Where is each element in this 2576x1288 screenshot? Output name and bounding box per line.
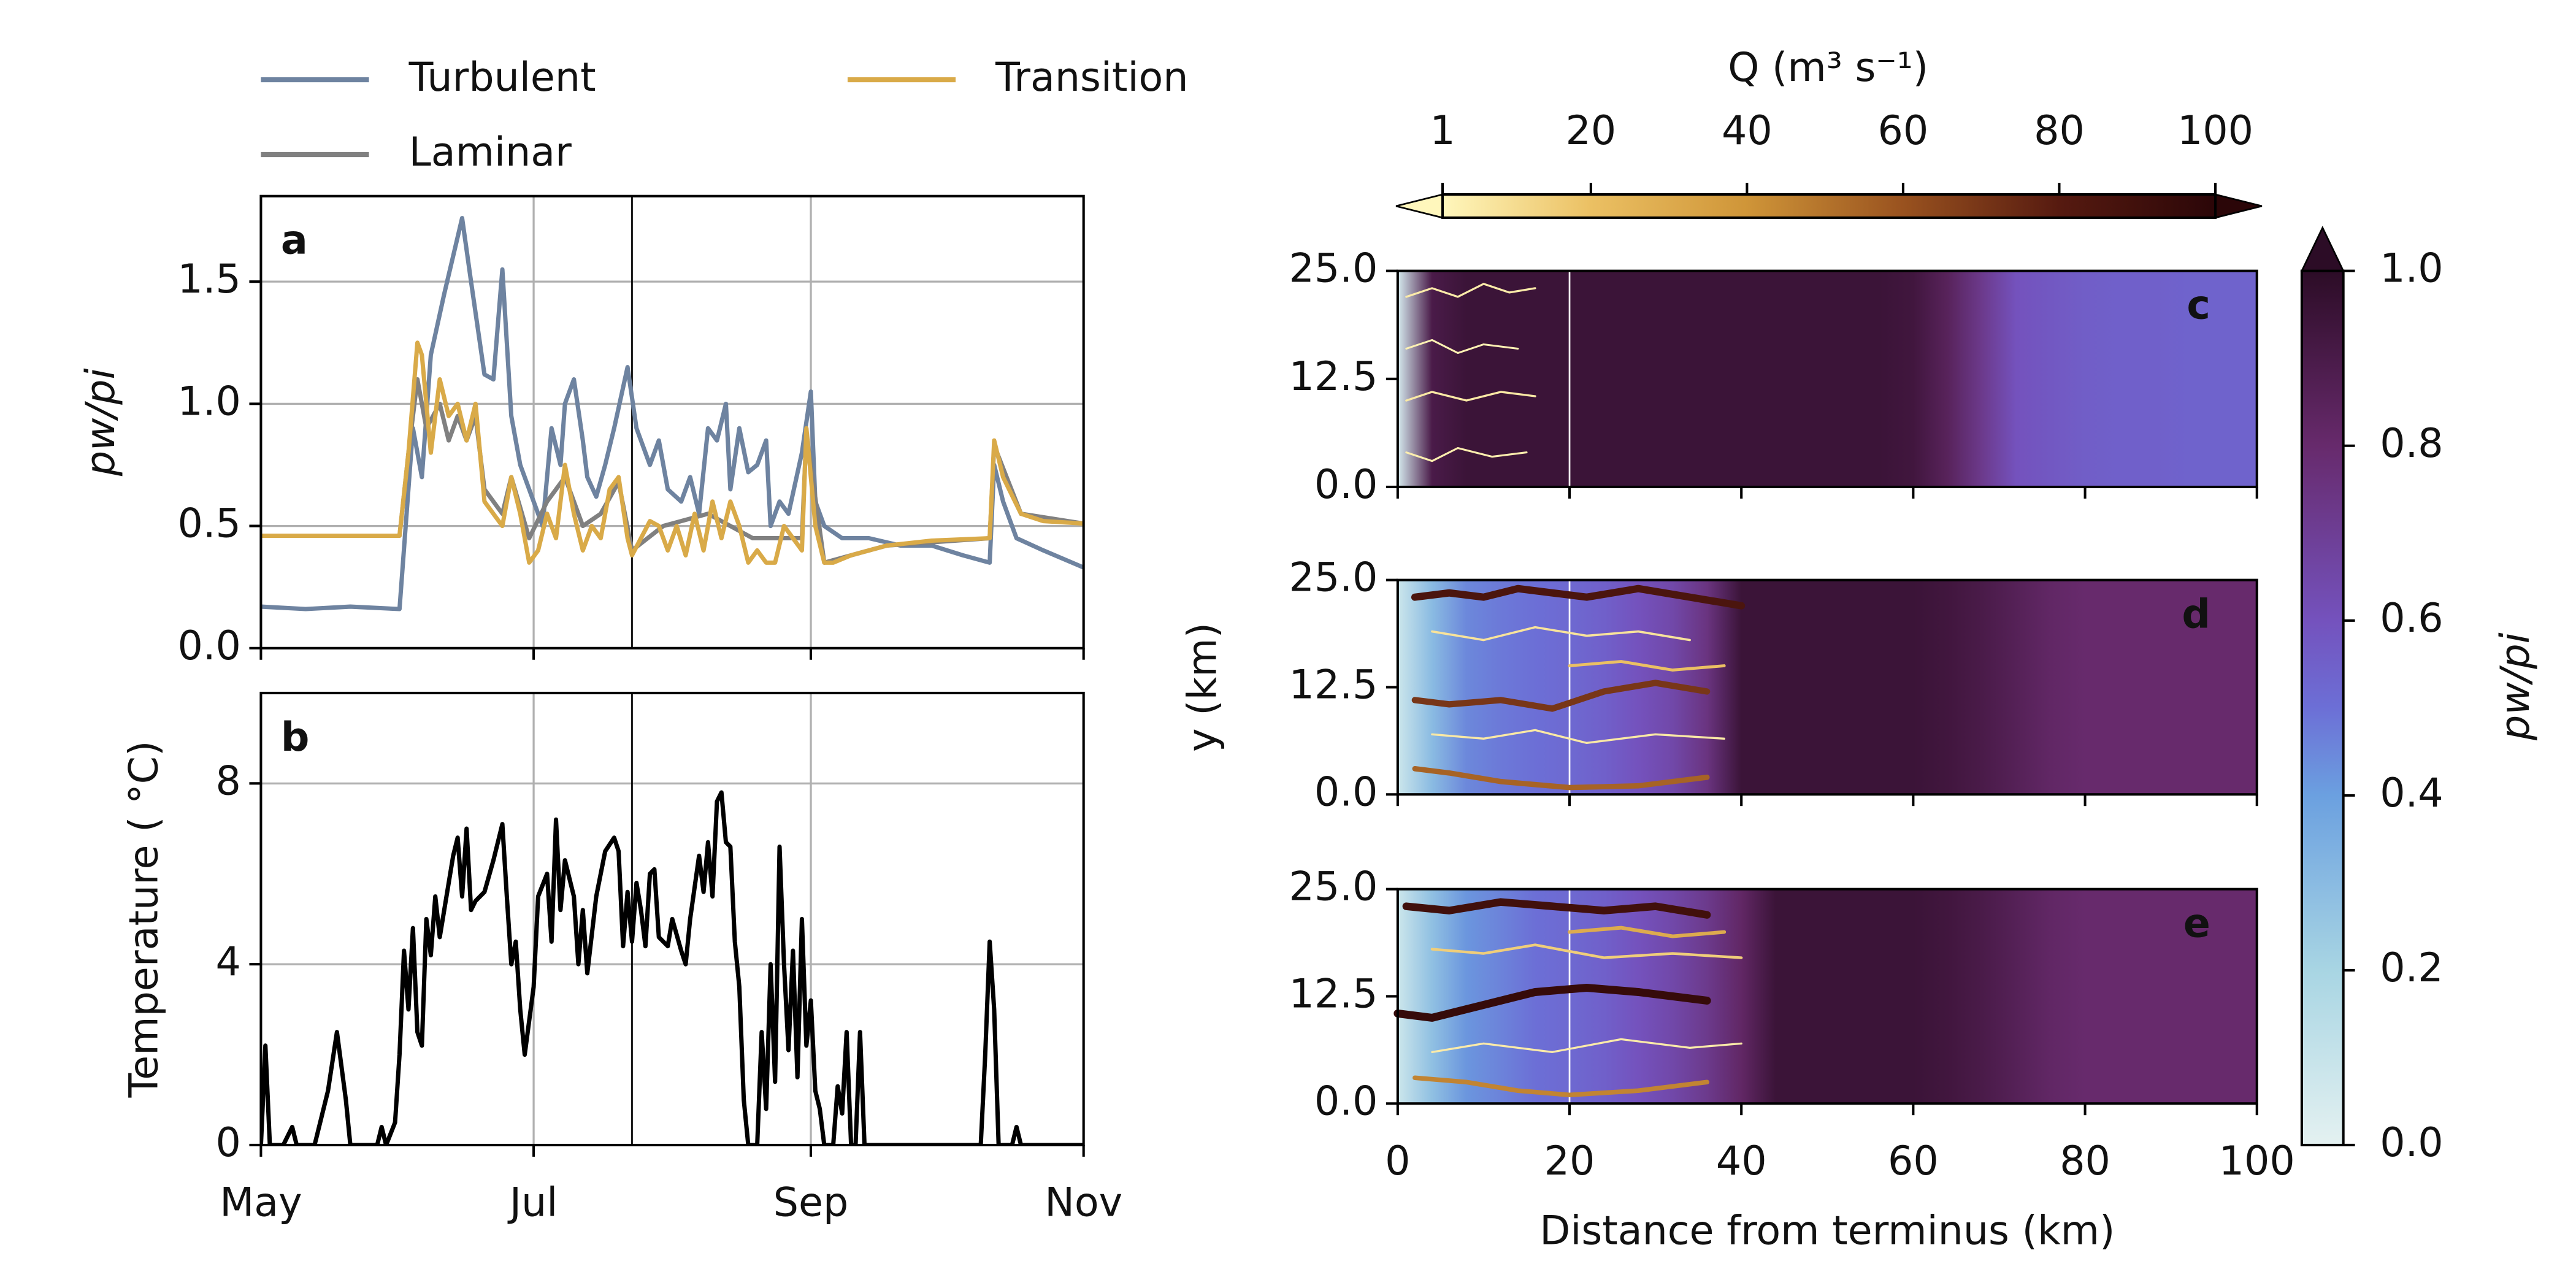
colorbar-frame	[1441, 193, 2217, 219]
x-tick-label: 100	[2219, 1138, 2295, 1184]
x-tick-label: Sep	[773, 1180, 849, 1226]
x-tick-label: 0	[1385, 1138, 1410, 1184]
heatmap	[1397, 889, 2257, 1104]
channel	[1405, 447, 1528, 462]
x-tick-label: Jul	[507, 1180, 558, 1226]
y-tick-label: 0.0	[1314, 462, 1378, 508]
channel	[1431, 626, 1691, 642]
channel	[1411, 585, 1746, 610]
x-axis-label: Distance from terminus (km)	[1539, 1208, 2115, 1254]
y-tick-label: 25.0	[1289, 555, 1378, 601]
x-tick-label: 80	[2060, 1138, 2110, 1184]
channel	[1411, 680, 1711, 712]
panel-label: c	[2187, 282, 2210, 328]
y-tick-label: 12.5	[1289, 354, 1378, 400]
colorbar-tick-label: 60	[1878, 108, 1929, 154]
colorbar-tick-label: 0.6	[2380, 596, 2443, 642]
channel	[1430, 943, 1743, 959]
legend-label: Transition	[995, 55, 1188, 101]
colorbar-tick-label: 0.4	[2380, 770, 2443, 816]
channel	[1393, 983, 1711, 1022]
colorbar-tick-label: 40	[1722, 108, 1773, 154]
channel	[1413, 1075, 1709, 1098]
y-tick-label: 25.0	[1289, 246, 1378, 292]
heatmap	[1397, 270, 2257, 487]
series-line	[261, 216, 1084, 611]
heatmap	[1397, 580, 2257, 795]
channel	[1431, 729, 1725, 745]
colorbar-extend	[2300, 226, 2345, 272]
colorbar-extend	[1395, 193, 1444, 219]
panel-label: e	[2183, 900, 2210, 946]
y-tick-label: 0	[216, 1120, 241, 1166]
colorbar-title: pw/pi	[2493, 632, 2539, 741]
colorbar-tick-label: 100	[2177, 108, 2253, 154]
colorbar-tick-label: 80	[2034, 108, 2085, 154]
series-line	[261, 790, 1084, 1145]
panel-label: d	[2182, 591, 2210, 637]
y-tick-label: 8	[216, 758, 241, 804]
y-axis-label: y (km)	[1180, 623, 1226, 752]
x-tick-label: May	[220, 1180, 302, 1226]
axes-frame	[259, 691, 1085, 1146]
channel	[1405, 339, 1519, 355]
y-tick-label: 25.0	[1289, 864, 1378, 910]
x-tick-label: 60	[1888, 1138, 1939, 1184]
plot-area	[261, 790, 1084, 1145]
colorbar	[2301, 270, 2344, 1145]
channel	[1405, 391, 1536, 402]
legend-label: Laminar	[409, 129, 572, 175]
colorbar-tick-label: 0.2	[2380, 945, 2443, 991]
panel-label: a	[281, 218, 308, 264]
channel	[1402, 898, 1711, 919]
colorbar-tick-label: 0.0	[2380, 1120, 2443, 1166]
axes-frame	[259, 194, 1085, 650]
colorbar-tick-label: 20	[1565, 108, 1616, 154]
colorbar-title: Q (m³ s⁻¹)	[1728, 45, 1928, 91]
legend-label: Turbulent	[408, 55, 596, 101]
colorbar-tick-label: 0.8	[2380, 421, 2443, 467]
channel	[1405, 283, 1536, 298]
y-tick-label: 4	[216, 939, 241, 985]
colorbar	[1443, 194, 2215, 218]
y-tick-label: 0.0	[1314, 1078, 1378, 1124]
axes-frame	[1396, 578, 2258, 796]
channel	[1431, 1038, 1742, 1053]
x-tick-label: Nov	[1045, 1180, 1122, 1226]
colorbar-tick-label: 1.0	[2380, 246, 2443, 292]
panel-label: b	[281, 715, 310, 761]
y-tick-label: 0.5	[177, 501, 240, 547]
y-tick-label: 12.5	[1289, 662, 1378, 708]
y-tick-label: 1.0	[177, 378, 240, 424]
plot-area	[261, 216, 1084, 611]
x-tick-label: 20	[1544, 1138, 1595, 1184]
y-tick-label: 0.0	[177, 623, 240, 669]
x-tick-label: 40	[1716, 1138, 1767, 1184]
channel	[1568, 660, 1726, 672]
channel	[1568, 926, 1727, 938]
colorbar-extend	[2214, 193, 2263, 219]
y-axis-label: Temperature ( °C)	[121, 741, 167, 1098]
axes-frame	[1396, 887, 2258, 1105]
y-tick-label: 12.5	[1289, 972, 1378, 1018]
y-tick-label: 1.5	[177, 256, 240, 302]
y-tick-label: 0.0	[1314, 769, 1378, 815]
y-axis-label: pw/pi	[78, 368, 124, 477]
colorbar-frame	[2300, 269, 2345, 1146]
series-line	[261, 340, 1084, 565]
axes-frame	[1396, 269, 2258, 488]
channel	[1412, 765, 1710, 791]
colorbar-tick-label: 1	[1430, 108, 1455, 154]
